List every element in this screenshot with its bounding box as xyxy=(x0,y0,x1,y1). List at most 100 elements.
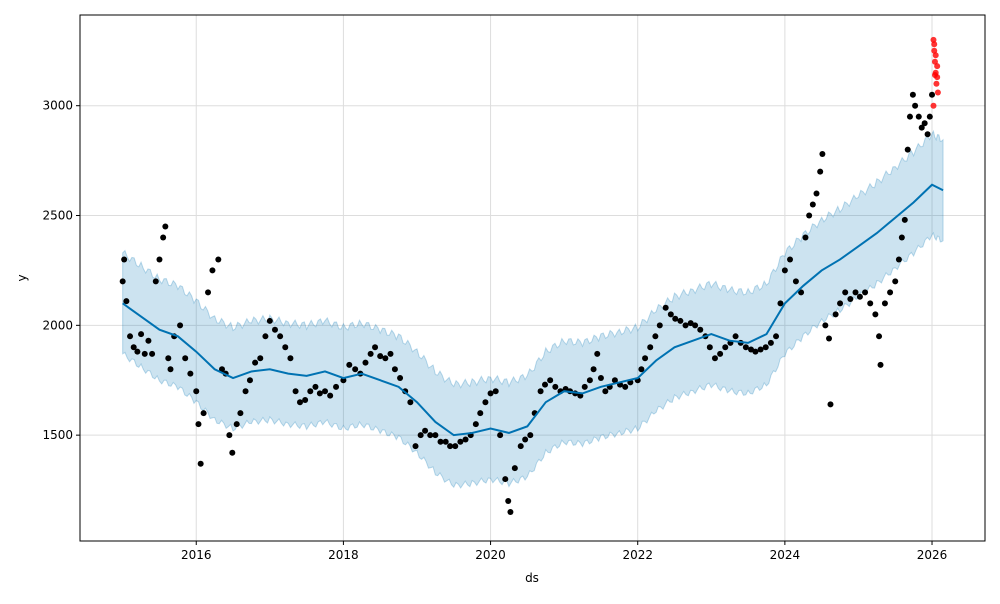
actual-point xyxy=(819,151,826,158)
actual-point xyxy=(929,91,936,98)
x-tick-label: 2026 xyxy=(917,548,948,562)
actual-point xyxy=(229,449,236,456)
y-tick-label: 2000 xyxy=(42,318,73,332)
actual-point xyxy=(781,267,788,274)
actual-point xyxy=(472,421,479,428)
actual-point xyxy=(767,339,774,346)
actual-point xyxy=(257,355,264,362)
actual-point xyxy=(322,388,329,395)
actual-point xyxy=(367,350,374,357)
actual-point xyxy=(333,383,340,390)
actual-point xyxy=(200,410,207,417)
actual-point xyxy=(152,278,159,285)
actual-point xyxy=(447,443,454,450)
actual-point xyxy=(482,399,489,406)
actual-point xyxy=(138,331,145,338)
actual-point xyxy=(921,120,928,127)
actual-point xyxy=(547,377,554,384)
actual-point xyxy=(387,350,394,357)
actual-point xyxy=(682,322,689,329)
actual-point xyxy=(502,476,509,483)
actual-point xyxy=(302,397,309,404)
actual-point xyxy=(867,300,874,307)
new-point xyxy=(933,80,940,87)
actual-point xyxy=(904,146,911,153)
actual-point xyxy=(352,366,359,373)
actual-point xyxy=(787,256,794,263)
actual-point xyxy=(427,432,434,439)
x-tick-label: 2024 xyxy=(770,548,801,562)
actual-point xyxy=(452,443,459,450)
new-point xyxy=(931,41,938,48)
actual-point xyxy=(742,344,749,351)
actual-point xyxy=(209,267,216,274)
actual-point xyxy=(906,113,913,120)
actual-point xyxy=(706,344,713,351)
actual-point xyxy=(924,131,931,138)
new-points xyxy=(930,36,941,109)
actual-point xyxy=(837,300,844,307)
actual-point xyxy=(647,344,654,351)
actual-point xyxy=(876,333,883,340)
actual-point xyxy=(307,388,314,395)
actual-point xyxy=(581,383,588,390)
actual-point xyxy=(611,377,618,384)
actual-point xyxy=(798,289,805,296)
actual-point xyxy=(397,375,404,382)
uncertainty-band xyxy=(122,129,944,489)
actual-point xyxy=(773,333,780,340)
actual-point xyxy=(149,350,156,357)
actual-point xyxy=(901,216,908,223)
actual-point xyxy=(292,388,299,395)
actual-point xyxy=(505,498,512,505)
x-axis-label: ds xyxy=(525,571,539,585)
actual-point xyxy=(316,390,323,397)
actual-point xyxy=(226,432,233,439)
actual-point xyxy=(813,190,820,197)
actual-point xyxy=(412,443,419,450)
actual-point xyxy=(442,438,449,445)
actual-points xyxy=(119,91,936,516)
actual-point xyxy=(752,348,759,355)
x-tick-label: 2016 xyxy=(181,548,212,562)
actual-point xyxy=(487,390,494,397)
actual-point xyxy=(182,355,189,362)
actual-point xyxy=(809,201,816,208)
actual-point xyxy=(732,333,739,340)
actual-point xyxy=(296,399,303,406)
actual-point xyxy=(340,377,347,384)
actual-point xyxy=(437,438,444,445)
actual-point xyxy=(215,256,222,263)
y-axis-label: y xyxy=(15,274,29,281)
actual-point xyxy=(826,335,833,342)
actual-point xyxy=(391,366,398,373)
actual-point xyxy=(382,355,389,362)
actual-point xyxy=(262,333,269,340)
x-axis-ticks: 2016 2018 2020 2022 2024 2026 xyxy=(181,541,947,562)
actual-point xyxy=(672,315,679,322)
actual-point xyxy=(497,432,504,439)
actual-point xyxy=(119,278,126,285)
actual-point xyxy=(895,256,902,263)
actual-point xyxy=(827,401,834,408)
actual-point xyxy=(909,91,916,98)
actual-point xyxy=(197,460,204,467)
actual-point xyxy=(792,278,799,285)
actual-point xyxy=(862,289,869,296)
actual-point xyxy=(722,344,729,351)
actual-point xyxy=(602,388,609,395)
actual-point xyxy=(422,427,429,434)
actual-point xyxy=(282,344,289,351)
actual-point xyxy=(762,344,769,351)
actual-point xyxy=(622,383,629,390)
actual-point xyxy=(127,333,134,340)
actual-point xyxy=(233,421,240,428)
actual-point xyxy=(642,355,649,362)
actual-point xyxy=(156,256,163,263)
actual-point xyxy=(926,113,933,120)
actual-point xyxy=(287,355,294,362)
actual-point xyxy=(662,304,669,311)
new-point xyxy=(930,102,937,109)
actual-point xyxy=(594,350,601,357)
